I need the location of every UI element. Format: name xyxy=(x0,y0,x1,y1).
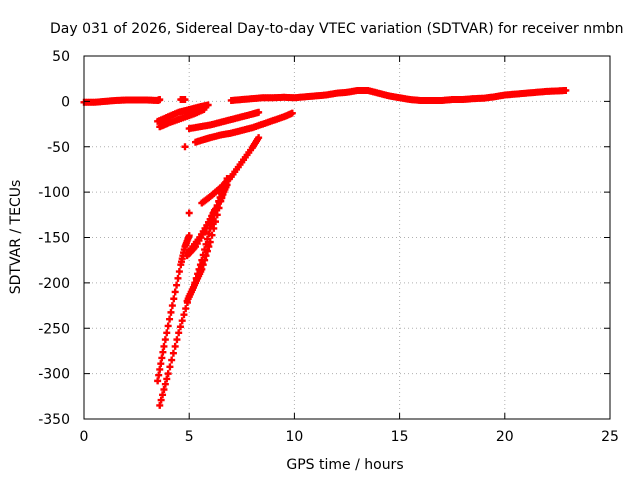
data-point xyxy=(181,96,189,104)
data-point xyxy=(171,288,179,296)
x-axis-label: GPS time / hours xyxy=(286,457,403,473)
data-point xyxy=(176,323,184,331)
data-point xyxy=(288,109,296,117)
y-tick-label: -300 xyxy=(38,367,70,383)
data-point xyxy=(205,230,213,238)
data-point xyxy=(156,401,164,409)
data-point xyxy=(161,380,169,388)
x-tick-label: 20 xyxy=(496,429,514,445)
series-gap xyxy=(177,96,189,104)
data-point xyxy=(213,202,221,210)
x-tick-label: 15 xyxy=(391,429,409,445)
data-point xyxy=(161,336,169,344)
y-tick-label: -350 xyxy=(38,412,70,428)
series-arc-a2 xyxy=(156,106,208,131)
y-tick-label: -200 xyxy=(38,276,70,292)
data-point xyxy=(173,336,181,344)
data-point xyxy=(178,317,186,325)
data-point xyxy=(163,375,171,383)
axis-ticks: 0 5 10 15 20 25 50 0 -50 -100 -150 -200 -250 -300 -350 xyxy=(38,49,619,445)
data-point xyxy=(203,235,211,243)
data-point xyxy=(164,370,172,378)
y-axis-label: SDTVAR / TECUs xyxy=(8,180,24,295)
data-points xyxy=(80,86,570,409)
y-tick-label: 0 xyxy=(61,94,70,110)
data-point xyxy=(195,265,203,273)
data-point xyxy=(164,322,172,330)
data-point xyxy=(170,295,178,303)
data-point xyxy=(210,206,218,214)
y-tick-label: -250 xyxy=(38,321,70,337)
data-point xyxy=(196,261,204,269)
data-point xyxy=(200,106,208,114)
data-point xyxy=(159,391,167,399)
data-point xyxy=(171,342,179,350)
data-point xyxy=(198,256,206,264)
data-point xyxy=(222,178,230,186)
data-point xyxy=(192,274,200,282)
data-point xyxy=(562,86,570,94)
data-point xyxy=(175,268,183,276)
data-point xyxy=(185,209,193,217)
data-point xyxy=(173,281,181,289)
x-tick-label: 25 xyxy=(601,429,619,445)
data-point xyxy=(175,329,183,337)
data-point xyxy=(255,134,263,142)
data-point xyxy=(168,302,176,310)
data-point xyxy=(223,175,231,183)
series-steep-c xyxy=(183,175,231,305)
series-steep-a xyxy=(154,232,193,385)
data-point xyxy=(174,274,182,282)
data-point xyxy=(219,186,227,194)
data-point xyxy=(199,251,207,259)
data-point xyxy=(220,182,228,190)
y-tick-label: -150 xyxy=(38,231,70,247)
series-arc-c xyxy=(192,109,296,146)
data-point xyxy=(166,315,174,323)
data-point xyxy=(181,143,189,151)
data-point xyxy=(182,305,190,313)
chart-title: Day 031 of 2026, Sidereal Day-to-day VTE… xyxy=(50,21,624,37)
data-point xyxy=(169,349,177,357)
x-tick-label: 0 xyxy=(80,429,89,445)
data-point xyxy=(156,96,164,104)
data-point xyxy=(167,308,175,316)
data-point xyxy=(217,190,225,198)
data-point xyxy=(201,246,209,254)
data-point xyxy=(160,342,168,350)
series-diag-a xyxy=(198,134,263,207)
series-arc-b xyxy=(185,108,263,133)
data-point xyxy=(157,396,165,404)
series-dot1 xyxy=(181,143,189,151)
y-tick-label: -50 xyxy=(47,140,70,156)
data-point xyxy=(185,232,193,240)
x-tick-label: 10 xyxy=(285,429,303,445)
series-dot2 xyxy=(185,209,193,217)
data-point xyxy=(255,108,263,116)
data-point xyxy=(160,386,168,394)
series-steep-d xyxy=(183,206,218,260)
data-point xyxy=(168,356,176,364)
data-point xyxy=(166,363,174,371)
data-point xyxy=(216,193,224,201)
data-point xyxy=(189,283,197,291)
y-tick-label: 50 xyxy=(52,49,70,65)
series-main2 xyxy=(227,86,570,104)
data-point xyxy=(215,197,223,205)
data-point xyxy=(191,279,199,287)
data-point xyxy=(204,101,212,109)
data-point xyxy=(202,240,210,248)
series-main xyxy=(80,96,164,106)
data-point xyxy=(194,270,202,278)
x-tick-label: 5 xyxy=(185,429,194,445)
series-arc-a xyxy=(154,101,212,125)
data-point xyxy=(180,311,188,319)
data-point xyxy=(163,329,171,337)
y-tick-label: -100 xyxy=(38,185,70,201)
